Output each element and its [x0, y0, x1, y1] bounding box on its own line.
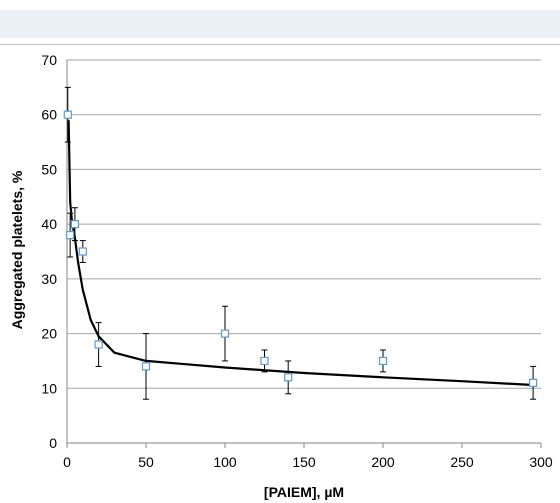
fit-curve	[67, 120, 534, 387]
y-axis-label: Aggregated platelets, %	[9, 170, 25, 329]
y-tick-label: 10	[41, 380, 57, 396]
y-tick-label: 30	[41, 271, 57, 287]
data-points	[63, 86, 538, 400]
x-axis-label: [PAIEM], µM	[264, 484, 344, 500]
x-tick-label: 0	[63, 454, 71, 470]
square-marker	[63, 110, 72, 119]
data-point	[260, 349, 269, 373]
data-point	[284, 360, 293, 395]
data-point	[70, 207, 80, 242]
square-marker	[66, 230, 75, 240]
square-marker	[284, 373, 293, 382]
x-tick-label: 200	[371, 454, 395, 470]
square-marker	[141, 362, 151, 371]
y-tick-label: 40	[41, 216, 57, 232]
square-marker	[70, 220, 80, 229]
data-point	[528, 365, 538, 400]
data-point	[66, 212, 75, 258]
square-marker	[260, 356, 269, 366]
data-point	[378, 349, 388, 373]
x-tick-labels: 0 50 100 150 200 250 300	[63, 454, 553, 470]
square-marker	[78, 247, 87, 256]
y-tick-label: 0	[49, 435, 57, 451]
fit-curve-group	[67, 120, 534, 387]
x-tick-label: 250	[450, 454, 474, 470]
data-point	[141, 333, 151, 400]
x-tick-label: 300	[529, 454, 553, 470]
x-tick-label: 100	[213, 454, 237, 470]
x-tick-label: 50	[138, 454, 154, 470]
data-point	[63, 86, 72, 143]
square-marker	[528, 378, 538, 387]
square-marker	[220, 329, 230, 338]
y-tick-label: 70	[41, 52, 57, 68]
grid-lines	[67, 59, 541, 389]
square-marker	[94, 340, 103, 349]
data-point	[94, 322, 103, 367]
header-divider	[0, 44, 560, 45]
x-tick-label: 150	[292, 454, 316, 470]
data-point	[78, 240, 87, 263]
y-tick-label: 50	[41, 161, 57, 177]
y-tick-labels: 0 10 20 30 40 50 60 70	[41, 52, 57, 451]
square-marker	[378, 356, 388, 366]
data-point	[220, 305, 230, 362]
y-tick-label: 20	[41, 326, 57, 342]
y-tick-label: 60	[41, 107, 57, 123]
axes	[66, 60, 542, 448]
header-band	[0, 10, 560, 38]
